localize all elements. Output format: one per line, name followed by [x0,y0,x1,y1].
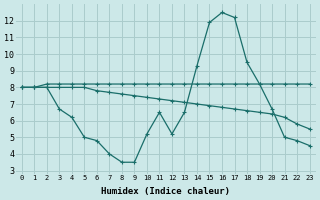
X-axis label: Humidex (Indice chaleur): Humidex (Indice chaleur) [101,187,230,196]
